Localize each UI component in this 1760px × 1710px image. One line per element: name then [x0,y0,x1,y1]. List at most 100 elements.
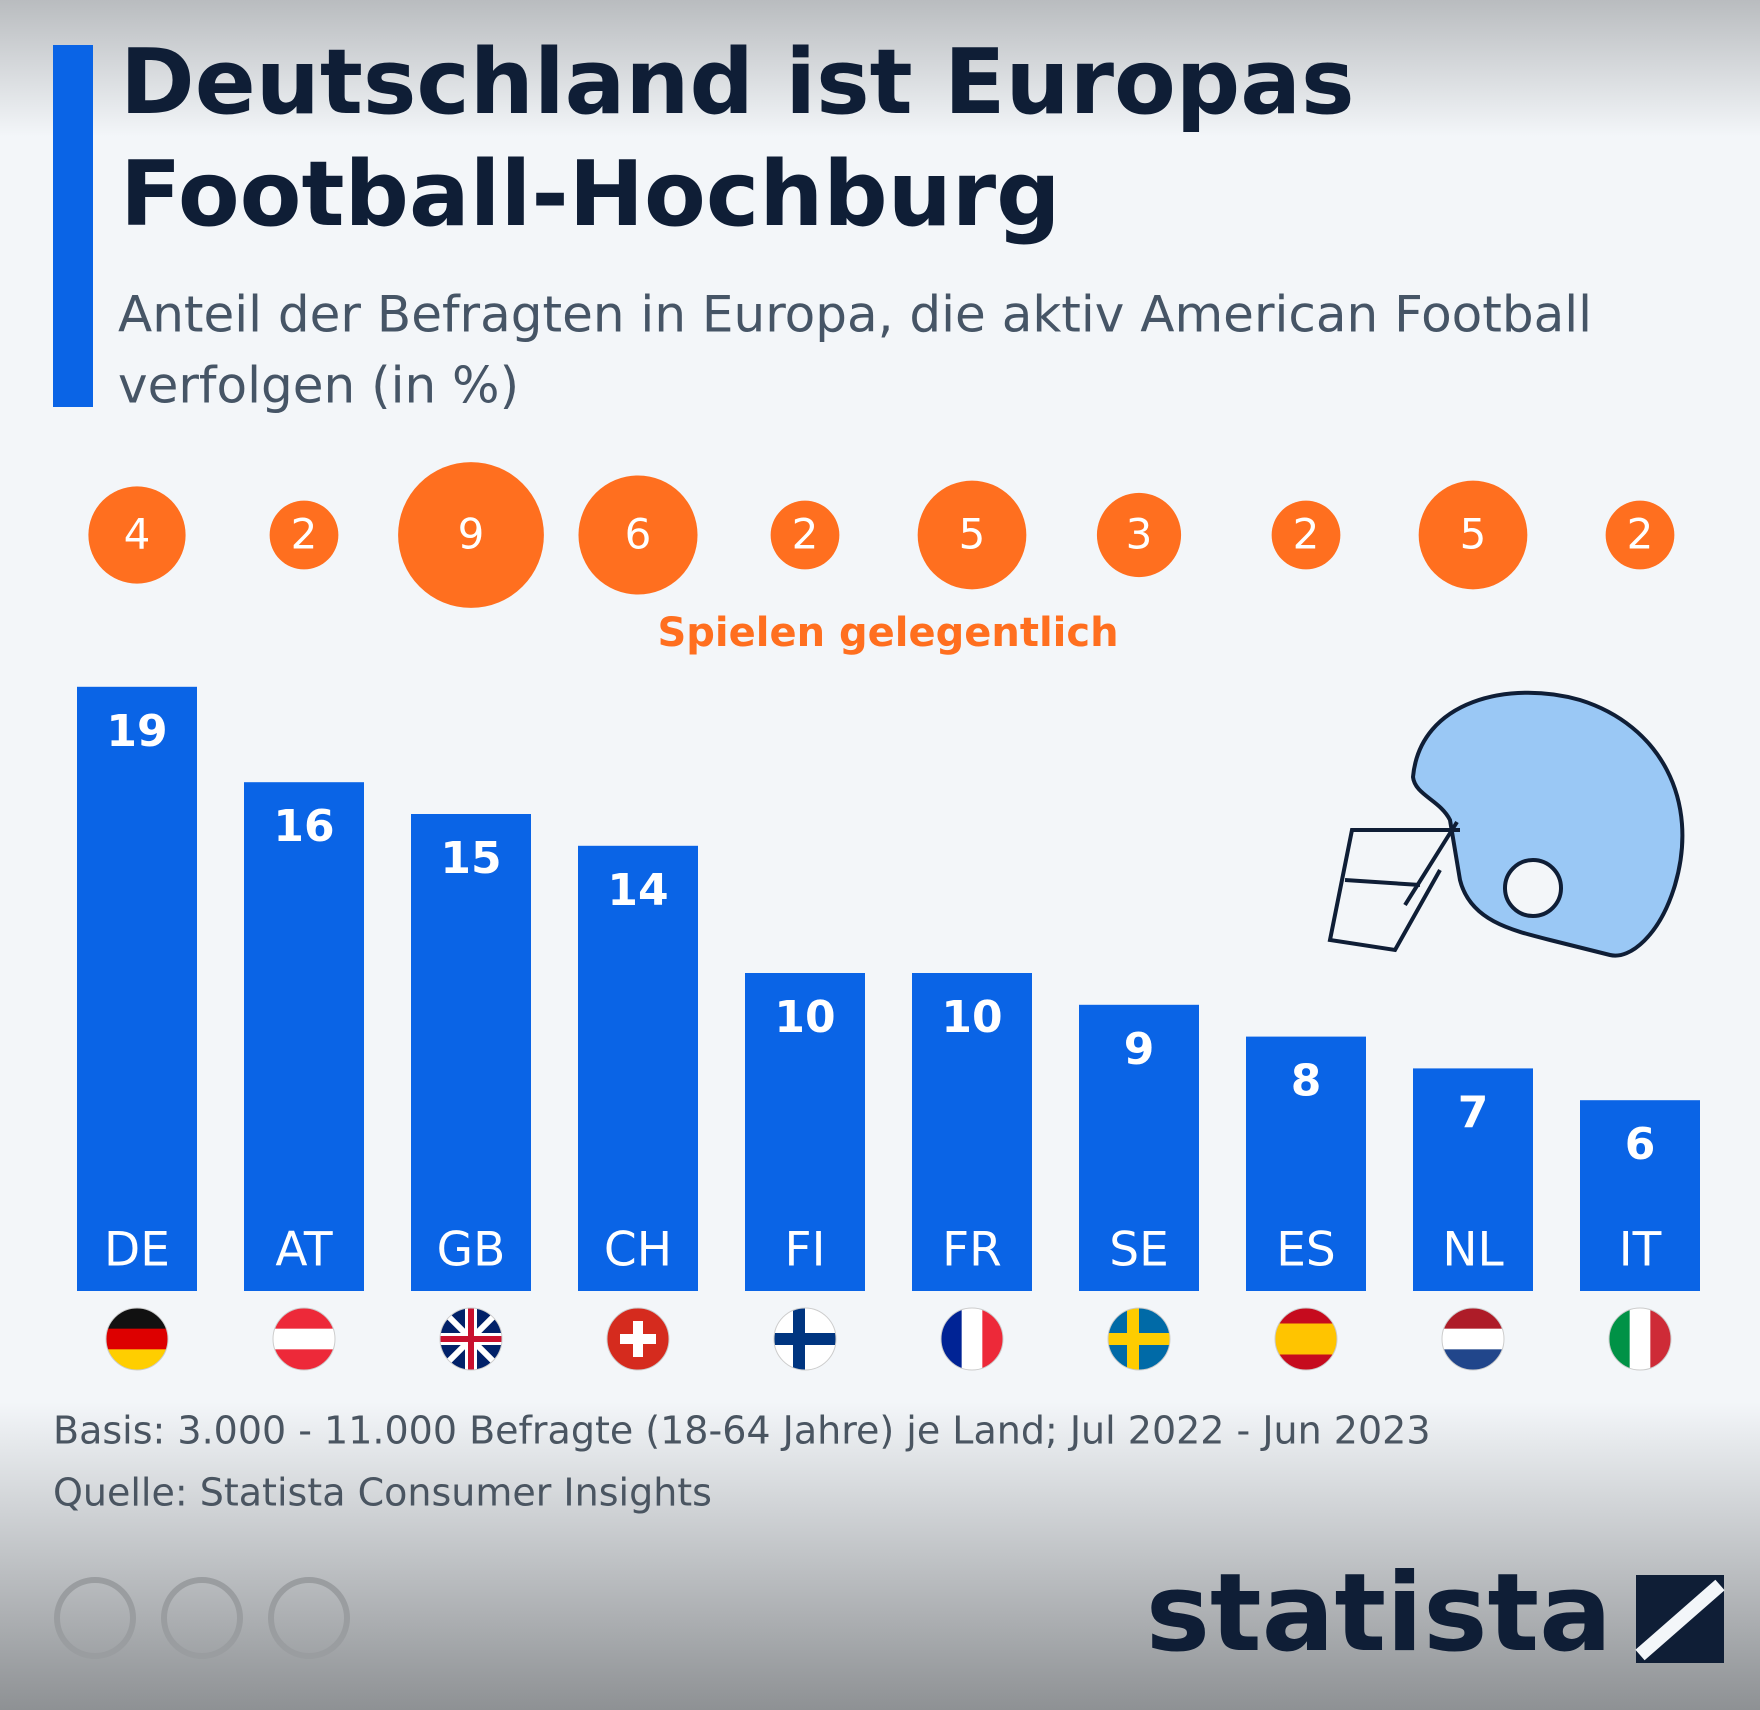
flag [941,1308,1003,1370]
flag-part [1650,1308,1671,1370]
bubble-label: 2 [1627,510,1654,559]
flag-border [439,1307,503,1371]
bubble-label: 9 [458,510,485,559]
flag-part [1609,1308,1631,1370]
bubble [1605,500,1675,570]
flag-part [106,1328,168,1350]
bubble-label: 5 [1460,510,1487,559]
flag-part [106,1349,168,1370]
flag-part [106,1308,168,1330]
bar [745,973,865,1291]
value-label: 14 [607,865,668,916]
bubble-label: 6 [625,510,652,559]
value-label: 8 [1291,1056,1322,1107]
bar [912,973,1032,1291]
bar [77,686,197,1291]
category-label: FI [785,1223,826,1278]
bar [1413,1068,1533,1291]
value-label: 6 [1625,1119,1656,1170]
bubble-label: 2 [792,510,819,559]
flag-part [1442,1349,1504,1370]
flag-border [272,1307,336,1371]
category-label: DE [104,1223,170,1278]
bubble-label: 2 [1293,510,1320,559]
flag-part [941,1308,963,1370]
bar [411,814,531,1291]
chart-subtitle: verfolgen (in %) [118,357,519,415]
value-label: 7 [1458,1087,1489,1138]
value-label: 10 [774,992,835,1043]
category-label: GB [437,1223,506,1278]
bubble-label: 2 [291,510,318,559]
helmet-illustration [1327,690,1685,958]
value-label: 9 [1124,1024,1155,1075]
category-label: AT [275,1223,333,1278]
flag-border [606,1307,670,1371]
bar [578,845,698,1291]
flag-part [1442,1328,1504,1350]
accent-bar [53,45,93,407]
flag-part [1275,1339,1337,1355]
flag [1442,1308,1504,1370]
flag-part [774,1333,836,1345]
bubble-legend: Spielen gelegentlich [657,610,1118,656]
flag [1108,1308,1170,1370]
bubble [398,462,544,608]
bar [1246,1036,1366,1291]
source: Quelle: Statista Consumer Insights [53,1471,712,1515]
flag [774,1308,836,1370]
flag-part [440,1336,502,1342]
bubble [578,475,698,595]
brand-mark [1635,1575,1725,1663]
flag-part [273,1328,335,1350]
footnote: Basis: 3.000 - 11.000 Befragte (18-64 Ja… [53,1409,1431,1453]
flag-border [1608,1307,1672,1371]
category-label: IT [1619,1223,1662,1278]
flag-part [1275,1323,1337,1340]
value-label: 10 [941,992,1002,1043]
bar [1079,1004,1199,1291]
bubble-label: 5 [959,510,986,559]
flag-part [273,1349,335,1370]
flag-border [773,1307,837,1371]
brand-logo: statista [1146,1551,1612,1676]
chart-title: Deutschland ist Europas [120,30,1355,135]
flag-part [1108,1333,1170,1345]
bubble [917,480,1027,590]
value-label: 16 [273,801,334,852]
flag-border [1274,1307,1338,1371]
flag [106,1308,168,1370]
flag [607,1308,669,1370]
flag [273,1308,335,1370]
flag-border [105,1307,169,1371]
value-label: 15 [440,833,501,884]
flag-part [961,1308,983,1370]
bar [244,782,364,1291]
category-label: FR [942,1223,1002,1278]
bubble-label: 3 [1126,510,1153,559]
bubble-label: 4 [124,510,151,559]
bubble [1096,492,1182,578]
bubble [1271,500,1341,570]
bubble [88,486,186,584]
flag [1609,1308,1671,1370]
bubble [770,500,840,570]
flag-part [982,1308,1003,1370]
license-icons [54,1577,350,1659]
flag-part [1442,1308,1504,1330]
bar [1580,1100,1700,1291]
chart-title: Football-Hochburg [120,142,1061,247]
flag-border [1441,1307,1505,1371]
category-label: NL [1442,1223,1503,1278]
flag [440,1308,502,1370]
category-label: SE [1109,1223,1169,1278]
value-label: 19 [106,706,167,757]
flag-part [620,1334,656,1344]
bubble [1418,480,1528,590]
category-label: CH [604,1223,672,1278]
chart-subtitle: Anteil der Befragten in Europa, die akti… [118,286,1592,344]
bubble [269,500,339,570]
category-label: ES [1276,1223,1336,1278]
flag-part [273,1308,335,1330]
